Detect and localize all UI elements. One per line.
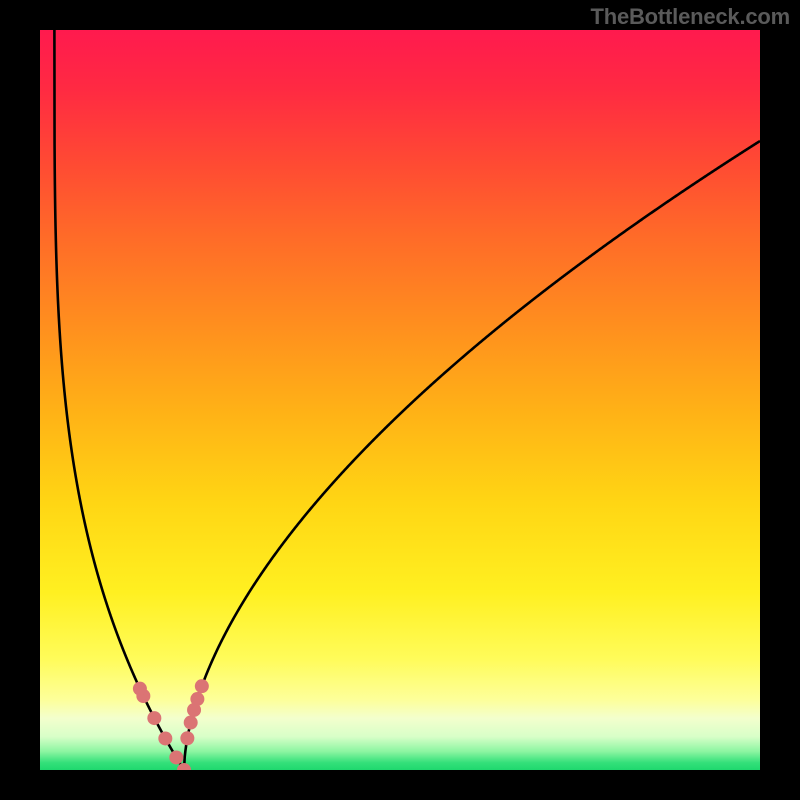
watermark-text: TheBottleneck.com [590, 4, 790, 30]
v-marker-dot [169, 750, 183, 764]
v-marker-dot [147, 711, 161, 725]
plot-svg [0, 0, 800, 800]
v-marker-dot [184, 716, 198, 730]
plot-gradient-area [40, 30, 760, 770]
v-marker-dot [190, 692, 204, 706]
v-marker-dot [195, 679, 209, 693]
v-marker-dot [180, 731, 194, 745]
v-marker-dot [133, 682, 147, 696]
chart-container: TheBottleneck.com [0, 0, 800, 800]
v-marker-dot [158, 731, 172, 745]
